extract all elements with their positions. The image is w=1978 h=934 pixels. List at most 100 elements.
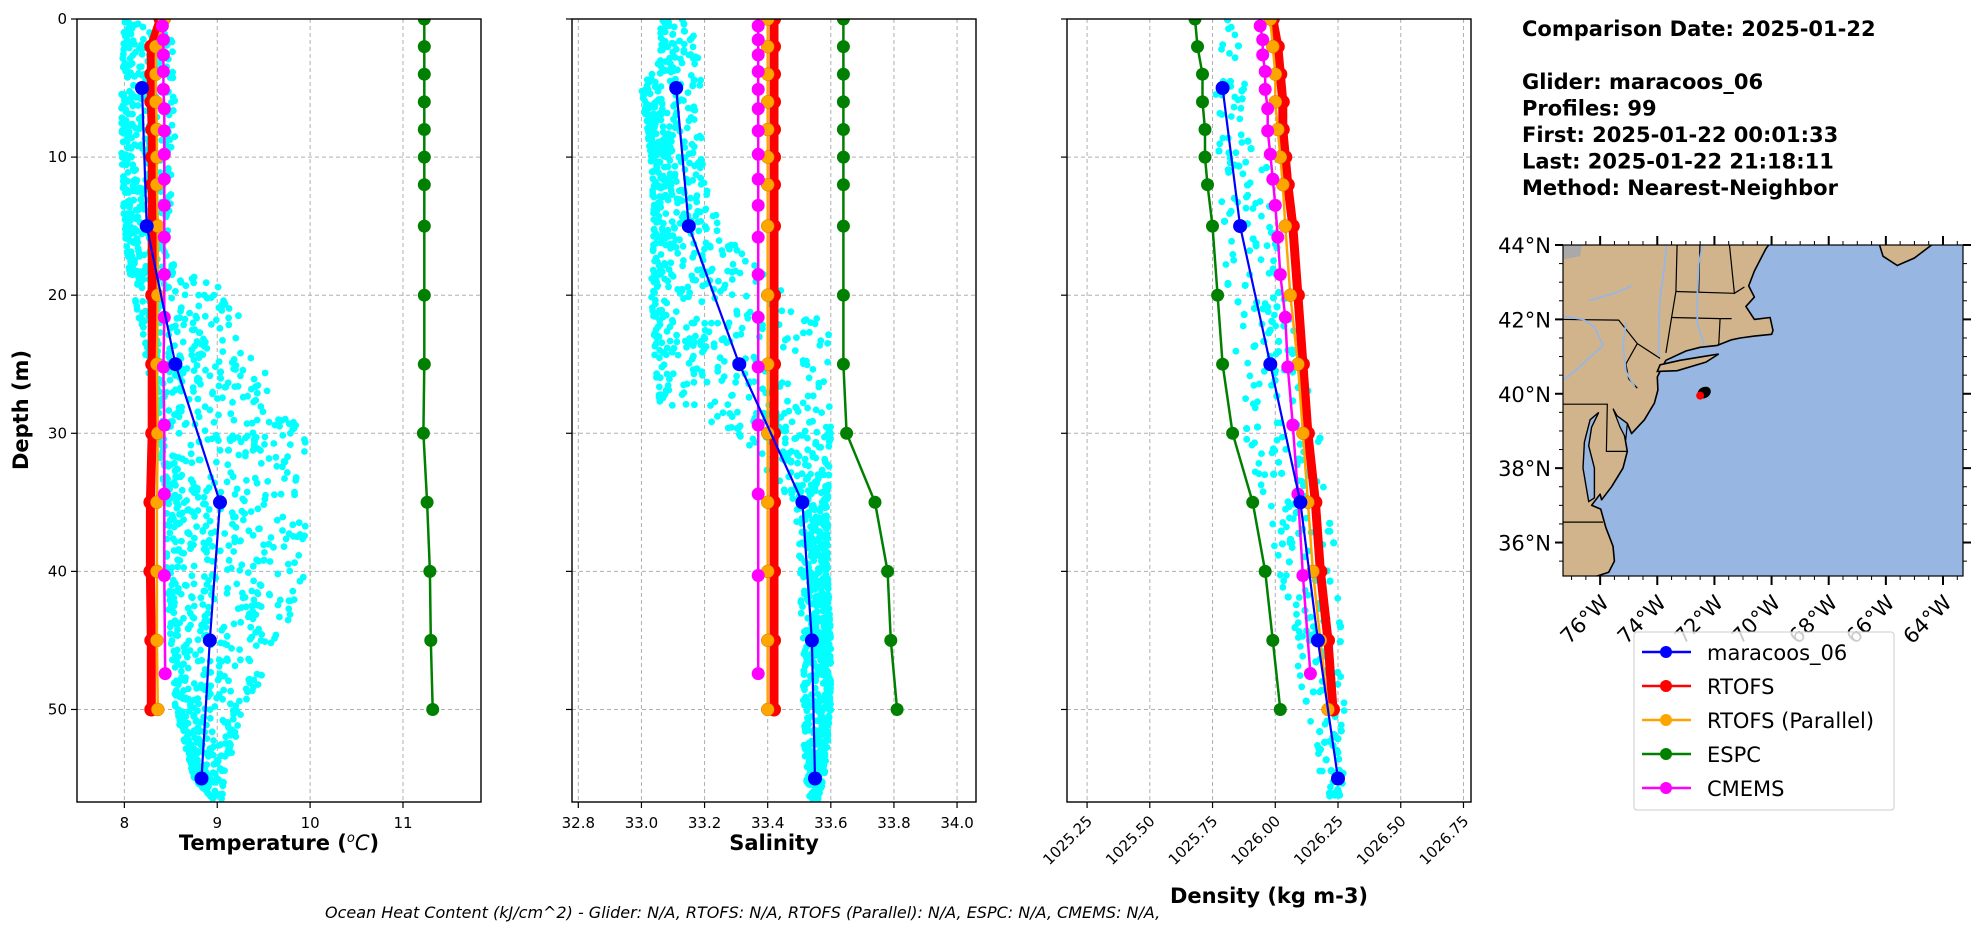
glider-raw-point [714,412,721,420]
glider-raw-point [705,328,713,336]
glider-raw-point [301,436,308,443]
glider-raw-point [665,181,673,189]
x-tick-label: 33.0 [625,814,658,832]
glider-raw-point [800,329,807,337]
glider-raw-point [264,478,272,485]
glider-raw-point [656,266,664,274]
glider-raw-point [295,519,303,527]
glider-raw-point [200,671,208,679]
glider-raw-point [184,664,192,672]
glider-raw-point [249,607,256,615]
glider-raw-point [663,328,671,335]
glider-raw-point [140,35,147,43]
series-point [1226,426,1240,440]
glider-raw-point [825,438,833,445]
glider-raw-point [679,262,686,270]
glider-raw-point [190,580,198,588]
glider-raw-point [252,601,260,609]
glider-raw-point [826,616,833,623]
glider-raw-point [1283,523,1290,531]
glider-raw-point [187,450,195,458]
glider-raw-point [170,478,178,486]
glider-raw-point [270,543,277,551]
x-axis-title-close: ) [370,831,380,855]
glider-raw-point [1273,303,1281,311]
glider-raw-point [286,611,294,618]
glider-raw-point [203,487,210,495]
glider-raw-point [261,549,268,556]
glider-raw-point [688,140,696,148]
glider-raw-point [793,518,801,525]
legend-label: RTOFS (Parallel) [1707,709,1874,733]
glider-raw-point [804,750,811,758]
series-point [1293,495,1308,510]
glider-raw-point [250,375,258,383]
glider-raw-point [260,501,268,508]
y-tick-label: 10 [48,148,67,166]
glider-raw-point [272,453,280,461]
glider-raw-point [729,260,737,268]
glider-raw-point [167,640,175,648]
glider-raw-point [726,410,734,417]
glider-raw-point [175,706,183,714]
glider-raw-point [715,237,723,245]
x-tick-label: 33.6 [814,814,847,832]
glider-raw-point [779,448,787,456]
glider-raw-point [255,557,262,565]
glider-raw-point [803,707,811,715]
glider-raw-point [225,677,232,685]
glider-raw-point [658,339,666,347]
glider-raw-point [1252,240,1260,248]
glider-raw-point [666,135,674,143]
series-point [836,123,850,136]
glider-raw-point [1250,400,1257,408]
glider-raw-point [1216,140,1224,148]
glider-raw-point [697,181,705,188]
glider-raw-point [295,552,303,559]
glider-raw-point [229,473,237,481]
glider-raw-point [213,458,220,466]
glider-raw-point [714,319,722,327]
glider-raw-point [803,697,811,705]
glider-raw-point [822,678,829,686]
glider-raw-point [746,441,753,449]
glider-raw-point [688,319,696,327]
glider-raw-point [196,456,204,464]
glider-raw-point [818,711,825,719]
glider-raw-point [169,107,177,114]
glider-raw-point [659,128,667,136]
glider-raw-point [798,470,806,478]
glider-raw-point [191,326,199,333]
glider-raw-point [1312,658,1320,666]
glider-raw-point [781,439,789,447]
glider-raw-point [661,275,669,283]
series-point [157,418,171,432]
glider-raw-point [124,169,132,176]
glider-raw-point [1337,721,1345,729]
series-point [751,65,765,78]
glider-raw-point [248,385,255,393]
glider-raw-point [246,679,254,687]
glider-raw-point [210,291,218,299]
glider-raw-point [1336,638,1344,645]
series-point [751,268,765,281]
series-point [155,19,169,33]
series-point [669,81,684,95]
glider-raw-point [213,694,221,702]
series-point [156,360,170,374]
series-point [158,667,172,681]
glider-raw-point [679,242,687,250]
glider-raw-point [166,136,174,144]
glider-raw-point [822,694,830,702]
glider-raw-point [220,686,228,694]
glider-raw-point [816,528,824,536]
glider-raw-point [237,537,244,545]
glider-raw-point [285,605,293,613]
glider-raw-point [171,700,179,708]
glider-raw-point [168,581,176,589]
glider-raw-point [1259,305,1267,313]
glider-raw-point [671,162,679,170]
glider-raw-point [187,441,195,449]
lat-tick-label: 42°N [1498,308,1551,332]
glider-raw-point [1286,514,1293,522]
